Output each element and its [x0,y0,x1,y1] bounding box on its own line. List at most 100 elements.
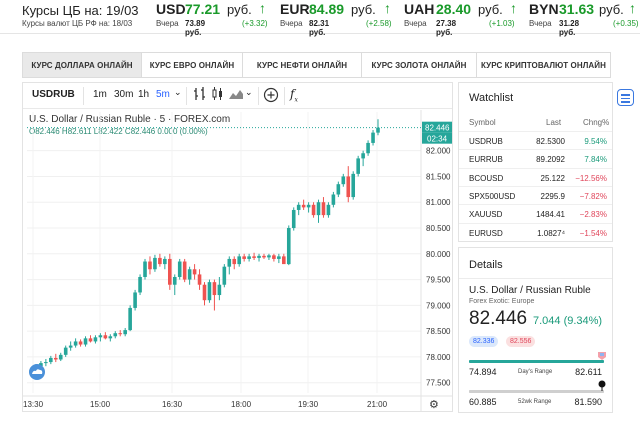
bar-chart-type-icon[interactable] [193,86,207,105]
watchlist-row[interactable]: EURUSD 1.0827⁴ −1.54% [459,222,612,241]
watchlist-last: 82.5300 [536,137,565,146]
function-icon[interactable]: fx [290,87,298,104]
candle-body [108,336,113,339]
last-price-badge [422,121,452,133]
candle-body [356,158,360,174]
watchlist-header-last: Last [546,118,562,127]
toolbar-divider [284,87,285,105]
interval-1h[interactable]: 1h [138,89,150,100]
candle-body [88,338,93,342]
logo-cloud-shape [32,369,43,374]
watchlist-symbol: EURRUB [469,155,503,165]
price-chart[interactable]: 82.000 81.500 81.000 80.500 80.000 79.500 79.0… [23,110,452,412]
watchlist-row[interactable]: XAUUSD 1484.41 −2.83% [459,204,612,222]
candle-body [277,256,281,259]
up-arrow-icon: ↑ [629,0,636,16]
tab-oil[interactable]: КУРС НЕФТИ ОНЛАЙН [243,53,362,77]
details: Details U.S. Dollar / Russian Ruble Fore… [458,247,613,413]
cb-subtitle: Курсы валют ЦБ РФ на: 18/03 [22,19,133,28]
candle-body [78,341,83,345]
divider [459,278,612,279]
candle-body [63,347,68,355]
candle-body [68,345,73,348]
watchlist-change: −7.82% [579,191,607,201]
watchlist-symbol: SPX500USD [469,191,516,201]
candle-body [58,354,63,360]
candle-body [49,357,53,363]
instrument-name: U.S. Dollar / Russian Ruble [469,285,591,296]
add-indicator-icon[interactable] [263,87,279,106]
watchlist-symbol: EURUSD [469,228,503,238]
up-arrow-icon: ↑ [510,0,517,16]
bid-badge: 82.336 [469,336,499,347]
candle-body [207,282,212,301]
tab-dollar[interactable]: КУРС ДОЛЛАРА ОНЛАЙН [23,53,142,77]
y-tick-label: 81.500 [426,172,451,181]
candle-body [286,228,291,265]
candle-body [376,127,380,133]
rate-unit: руб. [351,2,376,17]
candle-body [291,209,296,229]
tab-euro[interactable]: КУРС ЕВРО ОНЛАЙН [142,53,243,77]
watchlist-symbol: BCOUSD [469,173,504,183]
y-tick-label: 78.500 [426,327,451,336]
52wk-range-fill [469,390,604,393]
candle-body [242,256,246,259]
candles-icon[interactable] [211,86,225,105]
interval-5m[interactable]: 5m [156,89,170,100]
rate-prev-label: Вчера [529,19,552,28]
function-label: f [290,87,295,101]
cbr-rates-bar: Курсы ЦБ на: 19/03 Курсы валют ЦБ РФ на:… [0,0,640,37]
candle-body [301,204,306,208]
rate-value: 84.89 [309,1,345,17]
candle-body [168,258,172,285]
candle-body [123,330,127,335]
watchlist: Watchlist Symbol Last Chng% USDRUB 82.530… [458,82,613,242]
rate-unit: руб. [478,2,503,17]
candle-body [148,261,152,270]
settings-gear-icon[interactable]: ⚙ [429,398,439,411]
tab-gold[interactable]: КУРС ЗОЛОТА ОНЛАЙН [362,53,477,77]
last-price-label: 82.446 [425,124,450,133]
rate-unit: руб. [227,2,252,17]
rate-code: BYN [529,1,559,17]
watchlist-row[interactable]: USDRUB 82.5300 9.54% [459,131,612,149]
symbol-button[interactable]: USDRUB [32,89,75,100]
interval-30m[interactable]: 30m [114,89,134,100]
candle-body [73,341,78,346]
y-tick-label: 79.500 [426,276,451,285]
watchlist-last: 1.0827⁴ [537,228,565,238]
candle-body [341,176,346,185]
toolbar-divider [83,87,84,105]
candle-body [153,257,157,270]
interval-1m[interactable]: 1m [93,89,107,100]
52wk-range-track [469,390,604,393]
watchlist-symbol: XAUUSD [469,210,503,220]
rate-prev-label: Вчера [280,19,303,28]
candle-body [212,282,217,296]
watchlist-row[interactable]: BCOUSD 25.122 −12.56% [459,167,612,186]
watchlist-row[interactable]: EURRUB 89.2092 7.84% [459,149,612,167]
candle-body [222,266,227,285]
watchlist-change: −2.83% [579,210,607,220]
watchlist-row[interactable]: SPX500USD 2295.9 −7.82% [459,185,612,204]
chart-panel: USDRUB 1m 30m 1h 5m ⌄ ⌄ fx U.S. Dollar /… [22,82,453,412]
candle-body [262,255,266,258]
rate-value: 31.63 [559,1,595,17]
area-chart-icon[interactable] [228,86,244,105]
rate-change: (+1.03) [489,19,515,28]
y-tick-label: 78.000 [426,353,451,362]
y-tick-label: 77.500 [426,379,451,388]
tab-crypto[interactable]: КУРС КРИПТОВАЛЮТ ОНЛАЙН [480,60,607,70]
menu-list-icon[interactable] [617,89,634,106]
chevron-down-icon[interactable]: ⌄ [245,87,253,97]
toolbar-divider [258,87,259,105]
watchlist-symbol: USDRUB [469,137,503,146]
candle-body [321,202,326,216]
watchlist-header-change: Chng% [583,118,610,127]
rate-prev-label: Вчера [156,19,179,28]
chevron-down-icon[interactable]: ⌄ [174,87,182,97]
price-marker-icon [598,352,606,360]
candle-body [83,338,88,345]
watchlist-last: 2295.9 [540,191,565,201]
